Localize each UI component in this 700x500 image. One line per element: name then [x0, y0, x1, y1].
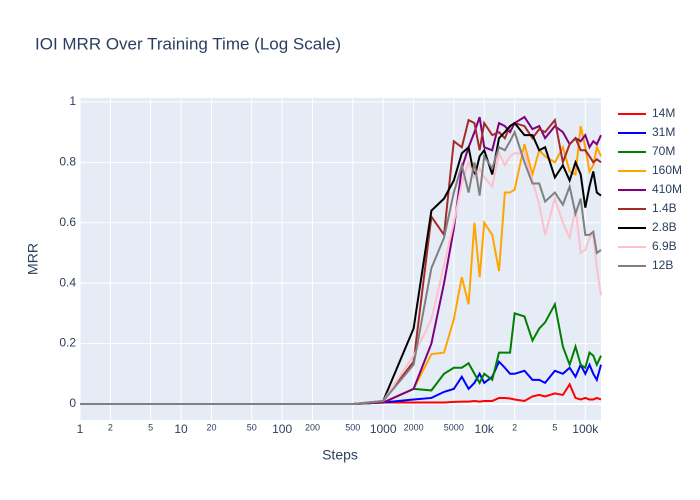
legend-label: 31M [652, 125, 675, 139]
x-tick-label: 20 [206, 422, 216, 432]
y-tick-label: 0.4 [59, 275, 76, 289]
legend-label: 2.8B [652, 220, 677, 234]
y-tick-label: 0.2 [59, 336, 76, 350]
x-tick-label: 5 [552, 422, 557, 432]
legend-label: 14M [652, 106, 675, 120]
x-tick-label: 10k [475, 422, 495, 436]
x-tick-label: 200 [305, 422, 320, 432]
x-tick-label: 50 [247, 422, 257, 432]
x-tick-label: 100 [272, 422, 292, 436]
legend-label: 12B [652, 258, 673, 272]
x-tick-label: 100k [572, 422, 599, 436]
legend-label: 70M [652, 144, 675, 158]
x-tick-label: 1 [77, 422, 84, 436]
x-tick-label: 2000 [404, 422, 424, 432]
legend-label: 410M [652, 182, 682, 196]
legend-label: 6.9B [652, 239, 677, 253]
series-line [80, 129, 602, 405]
x-tick-label: 5 [148, 422, 153, 432]
x-tick-label: 1000 [370, 422, 397, 436]
chart-title: IOI MRR Over Training Time (Log Scale) [35, 34, 341, 53]
x-tick-label: 10 [174, 422, 188, 436]
y-tick-label: 1 [69, 94, 76, 108]
x-tick-label: 500 [345, 422, 360, 432]
y-axis-title: MRR [25, 243, 41, 275]
legend-label: 160M [652, 163, 682, 177]
legend-label: 1.4B [652, 201, 677, 215]
x-tick-label: 5000 [444, 422, 464, 432]
y-tick-label: 0 [69, 396, 76, 410]
x-axis-title: Steps [322, 447, 358, 463]
x-tick-label: 2 [108, 422, 113, 432]
y-tick-label: 0.8 [59, 155, 76, 169]
x-tick-label: 2 [512, 422, 517, 432]
y-tick-label: 0.6 [59, 215, 76, 229]
